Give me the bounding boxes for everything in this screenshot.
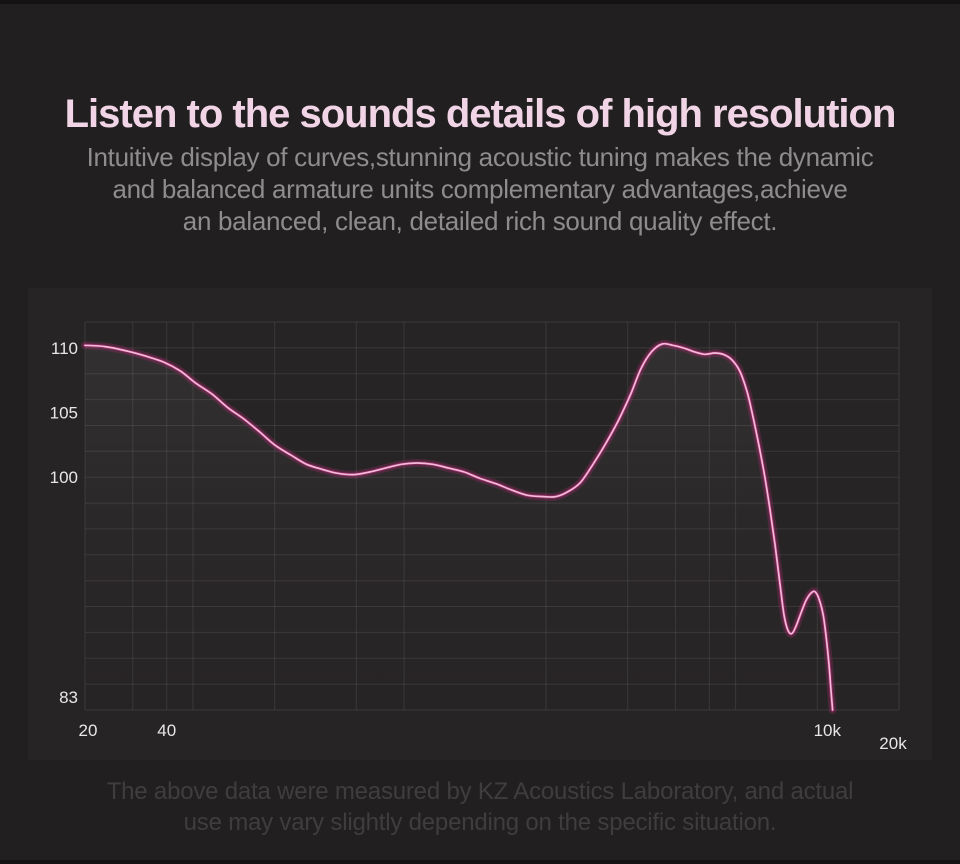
response-curve bbox=[84, 342, 834, 711]
curve-area-fill bbox=[85, 343, 833, 710]
x-tick-label: 20k bbox=[879, 734, 907, 753]
y-tick-label: 105 bbox=[50, 404, 78, 423]
x-tick-label: 10k bbox=[814, 721, 842, 740]
top-edge-strip bbox=[0, 0, 960, 4]
page-title: Listen to the sounds details of high res… bbox=[64, 91, 897, 136]
footer-line: The above data were measured by KZ Acous… bbox=[106, 778, 854, 805]
subtitle: Intuitive display of curves,stunning aco… bbox=[0, 141, 960, 237]
y-tick-label: 100 bbox=[50, 468, 78, 487]
footer-line: use may vary slightly depending on the s… bbox=[183, 809, 777, 836]
subtitle-line: and balanced armature units complementar… bbox=[112, 174, 848, 204]
subtitle-line: Intuitive display of curves,stunning aco… bbox=[86, 142, 874, 172]
x-tick-label: 20 bbox=[79, 721, 98, 740]
y-tick-label: 83 bbox=[59, 688, 78, 707]
subtitle-line: an balanced, clean, detailed rich sound … bbox=[182, 206, 778, 236]
bottom-edge-strip bbox=[0, 860, 960, 864]
footer-note: The above data were measured by KZ Acous… bbox=[0, 776, 960, 838]
frequency-response-chart: 110 105 100 83 20 40 10k 20k bbox=[28, 288, 932, 760]
y-tick-label: 110 bbox=[51, 339, 78, 358]
x-tick-label: 40 bbox=[157, 721, 176, 740]
